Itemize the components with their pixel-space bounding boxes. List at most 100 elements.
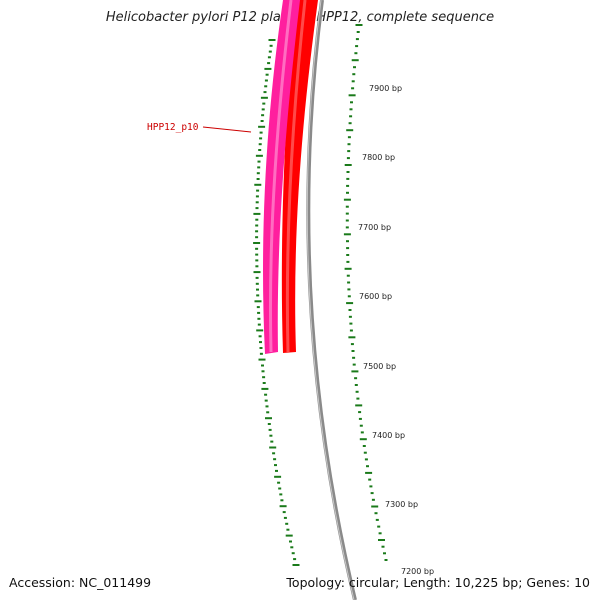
- inner-ring-tick: [351, 80, 355, 83]
- inner-ring-tick: [346, 171, 350, 173]
- outer-ring-tick: [270, 440, 274, 443]
- gene-feature-reverse[interactable]: [281, 0, 318, 353]
- inner-ring-tick: [347, 143, 351, 146]
- outer-ring-tick: [268, 50, 272, 53]
- outer-ring-tick: [256, 294, 260, 297]
- outer-ring-tick: [264, 67, 272, 70]
- outer-ring-tick: [255, 236, 259, 239]
- outer-ring-tick: [255, 276, 259, 279]
- inner-ring-tick: [351, 350, 355, 352]
- inner-ring-tick: [348, 315, 352, 318]
- outer-ring-tick: [258, 335, 262, 338]
- outer-ring-tick: [291, 552, 295, 555]
- inner-ring-tick: [363, 451, 367, 454]
- outer-ring-tick: [256, 178, 260, 180]
- inner-ring-tick: [351, 87, 355, 90]
- inner-ring-tick: [354, 377, 358, 380]
- outer-ring-tick: [258, 149, 262, 151]
- outer-ring-tick: [268, 428, 272, 431]
- outer-ring-tick: [269, 434, 273, 437]
- inner-ring-tick: [352, 73, 356, 76]
- inner-ring-tick: [347, 295, 351, 298]
- inner-ring-tick: [343, 233, 351, 236]
- inner-ring-tick: [371, 498, 375, 501]
- outer-ring-tick: [266, 411, 270, 414]
- outer-ring-tick: [285, 522, 289, 525]
- inner-tick-ring: [343, 24, 388, 561]
- inner-ring-tick: [349, 329, 353, 332]
- outer-ring-tick: [255, 265, 259, 268]
- inner-ring-tick: [366, 465, 369, 468]
- inner-ring-tick: [352, 356, 356, 359]
- inner-ring-tick: [371, 505, 379, 508]
- outer-ring-tick: [255, 201, 259, 204]
- inner-ring-tick: [358, 411, 362, 414]
- outer-ring-tick: [257, 311, 261, 314]
- outer-ring-tick: [255, 230, 259, 233]
- inner-ring-tick: [378, 532, 382, 535]
- outer-ring-tick: [269, 446, 277, 449]
- backbone-circle: [306, 0, 357, 600]
- inner-ring-tick: [374, 512, 378, 515]
- inner-ring-tick: [356, 397, 360, 400]
- outer-ring-tick: [256, 288, 259, 291]
- inner-ring-tick: [346, 240, 349, 243]
- inner-ring-tick: [349, 322, 353, 325]
- outer-ring-tick: [267, 62, 271, 65]
- outer-ring-tick: [258, 143, 262, 146]
- outer-ring-tick: [257, 166, 261, 169]
- inner-ring-tick: [350, 101, 353, 104]
- inner-ring-tick: [350, 343, 354, 346]
- outer-ring-tick: [257, 323, 261, 326]
- outer-ring-tick: [261, 370, 265, 373]
- ruler-label-7900: 7900 bp: [369, 84, 402, 93]
- outer-ring-tick: [277, 481, 281, 484]
- inner-ring-tick: [358, 417, 362, 420]
- outer-ring-tick: [255, 224, 259, 227]
- outer-ring-tick: [261, 114, 265, 117]
- outer-ring-tick: [255, 195, 259, 198]
- outer-ring-tick: [274, 464, 277, 467]
- outer-ring-tick: [261, 108, 265, 111]
- outer-ring-tick: [272, 452, 276, 455]
- outer-ring-tick: [262, 382, 266, 384]
- inner-ring-tick: [346, 302, 354, 305]
- inner-ring-tick: [349, 108, 353, 111]
- inner-ring-tick: [345, 219, 349, 222]
- gene-feature-hpp12-p10-shine: [268, 0, 293, 353]
- outer-ring-tick: [261, 364, 264, 367]
- inner-ring-tick: [352, 363, 356, 366]
- inner-ring-tick: [359, 424, 363, 427]
- inner-ring-tick: [346, 129, 354, 132]
- inner-ring-tick: [346, 274, 350, 277]
- outer-ring-tick: [278, 487, 282, 490]
- outer-ring-tick: [253, 242, 261, 244]
- outer-ring-tick: [254, 183, 262, 186]
- inner-ring-tick: [362, 445, 366, 447]
- inner-ring-tick: [346, 247, 350, 250]
- inner-ring-tick: [346, 157, 350, 160]
- gene-label-hpp12-p10[interactable]: HPP12_p10: [147, 122, 199, 133]
- outer-ring-tick: [274, 475, 282, 478]
- outer-ring-tick: [260, 120, 264, 122]
- inner-ring-tick: [346, 254, 350, 256]
- inner-ring-tick: [351, 370, 359, 373]
- inner-ring-tick: [355, 38, 359, 41]
- backbone-highlight: [306, 0, 355, 600]
- inner-ring-tick: [348, 336, 356, 339]
- inner-ring-tick: [360, 431, 364, 434]
- outer-ring-tick: [285, 534, 293, 537]
- outer-ring-tick: [279, 505, 287, 508]
- outer-ring-tick: [255, 218, 259, 221]
- outer-ring-tick: [253, 212, 261, 215]
- accession-text: Accession: NC_011499: [9, 575, 152, 590]
- inner-ring-tick: [384, 559, 388, 561]
- inner-ring-tick: [347, 136, 351, 139]
- sequence-summary: Topology: circular; Length: 10,225 bp; G…: [286, 575, 590, 590]
- inner-ring-tick: [353, 66, 356, 69]
- ruler-label-7800: 7800 bp: [362, 153, 395, 162]
- ruler-label-7300: 7300 bp: [385, 500, 418, 509]
- outer-ring-tick: [264, 399, 268, 402]
- outer-ring-tick: [268, 39, 276, 41]
